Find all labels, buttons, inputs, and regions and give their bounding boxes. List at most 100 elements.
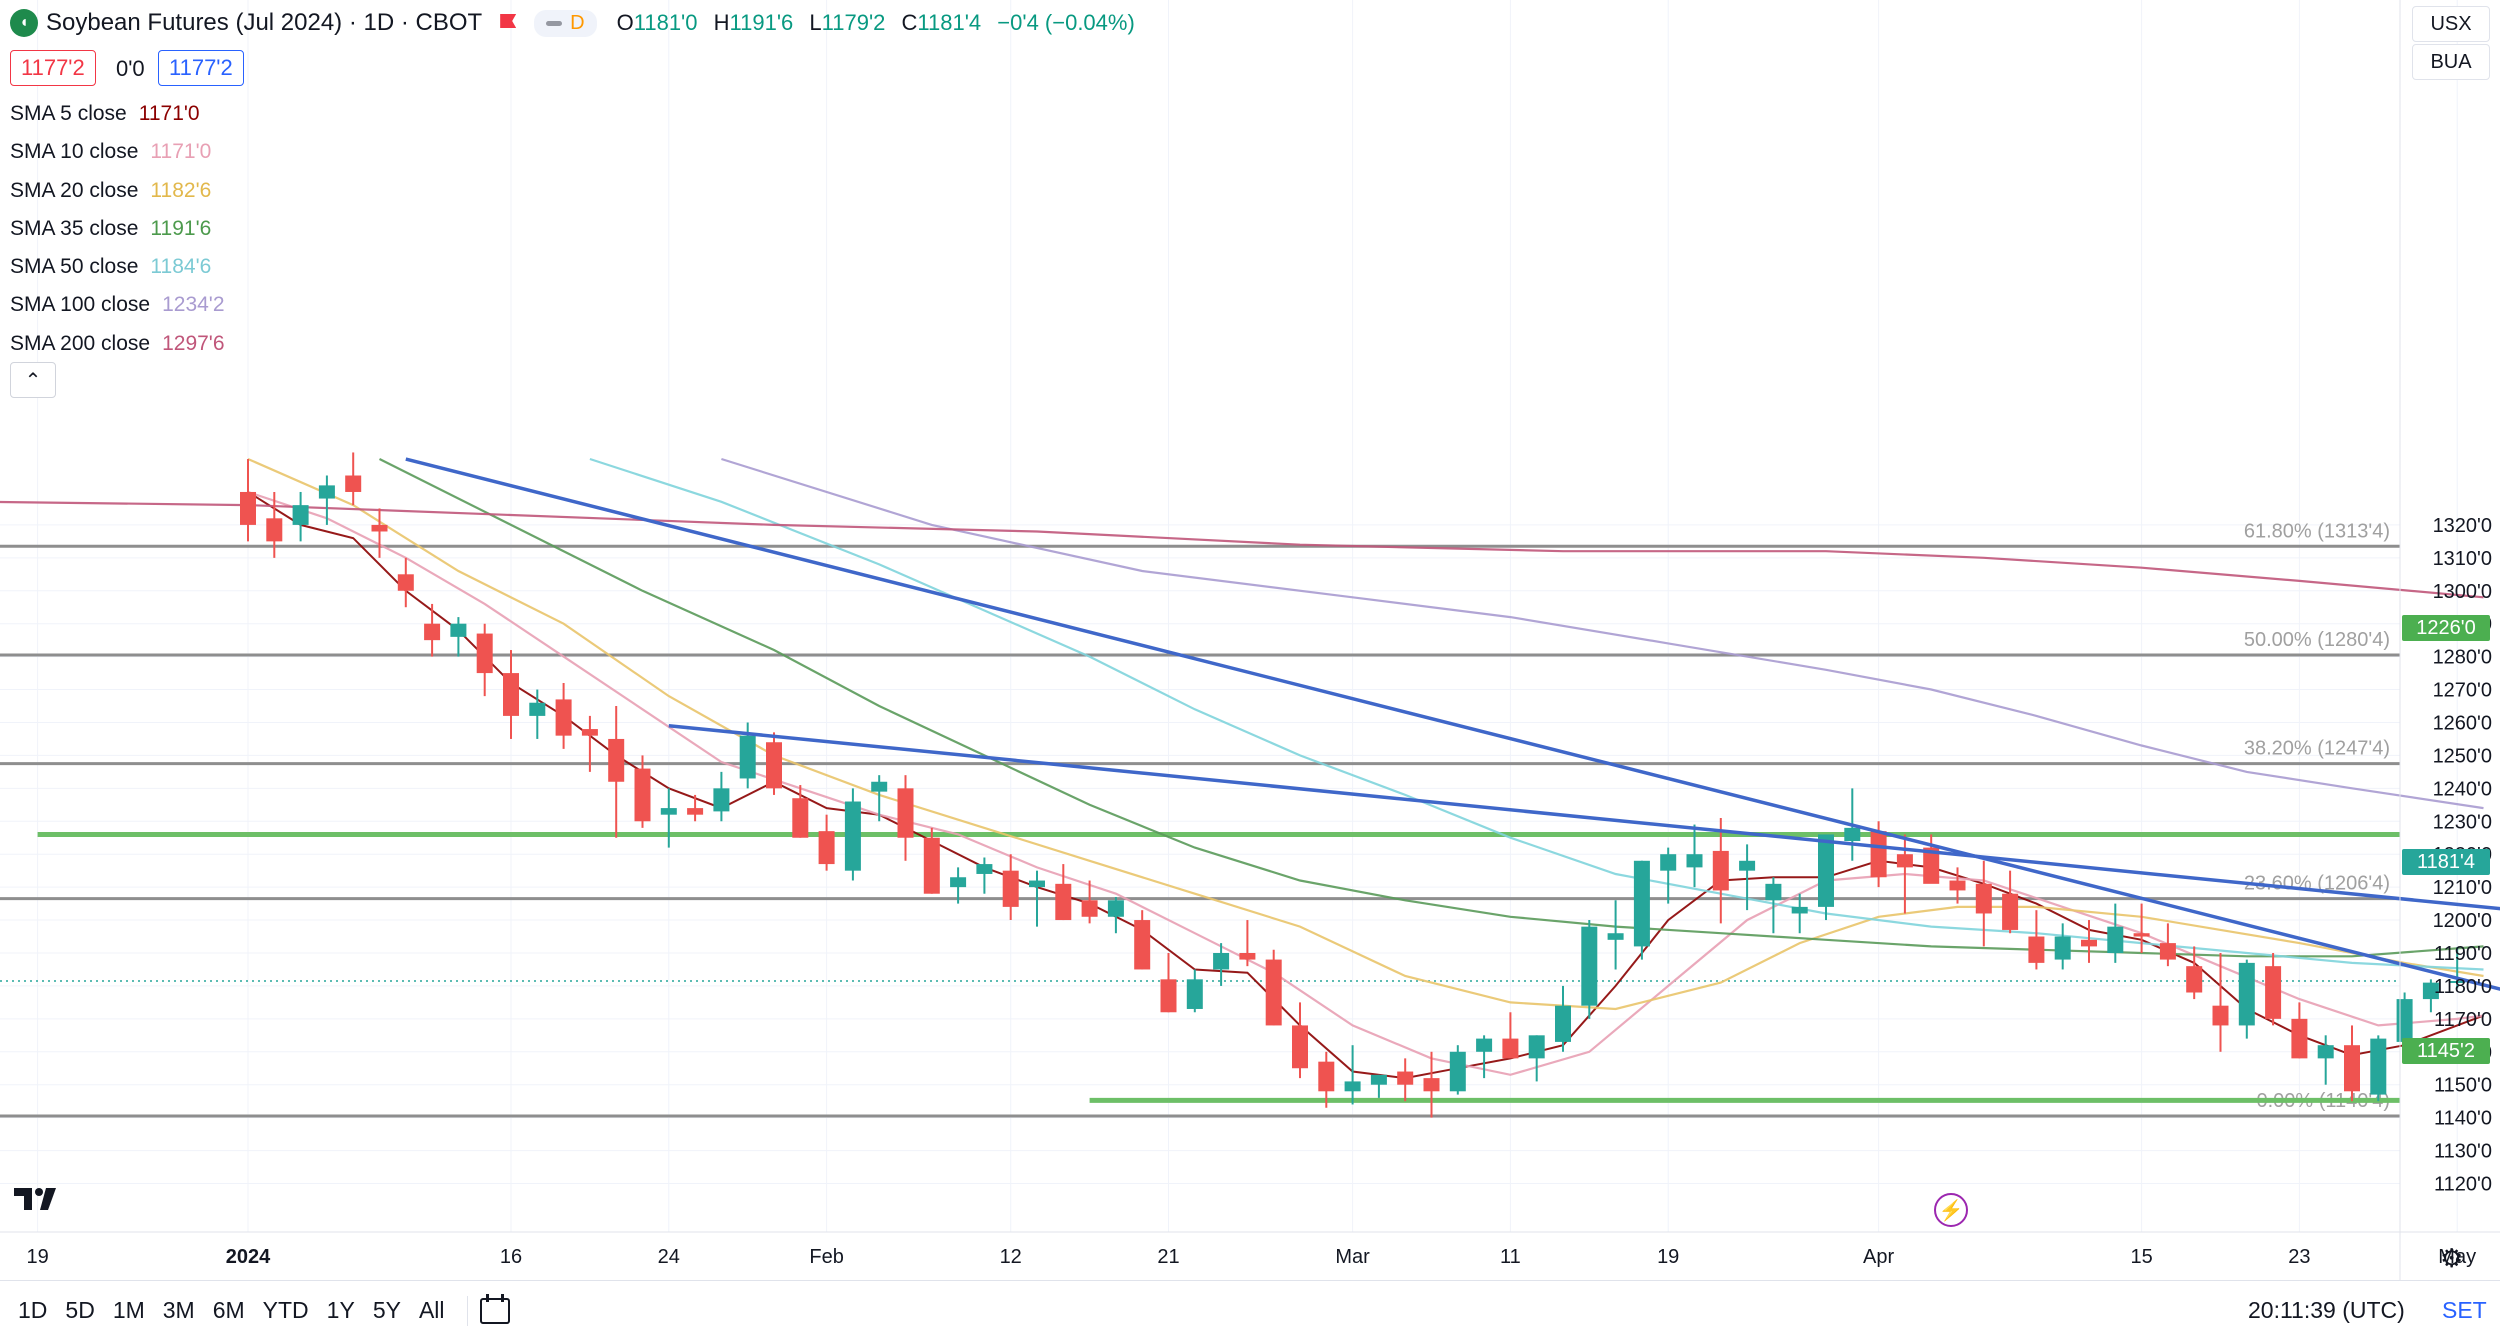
candle-body <box>634 768 651 822</box>
commodity-logo-icon[interactable]: ◖ <box>10 9 38 37</box>
candle <box>424 603 441 657</box>
range-5d-button[interactable]: 5D <box>65 1297 95 1323</box>
candle <box>1818 834 1834 921</box>
candle-body <box>2054 936 2071 960</box>
settings-button[interactable]: SET <box>2442 1297 2487 1323</box>
candle <box>1449 1045 1466 1095</box>
price-chart[interactable]: 61.80% (1313'4) 50.00% (1280'4) 38.20% (12… <box>0 0 2500 1280</box>
legend-value: 1182'6 <box>150 178 212 202</box>
y-tick-label: 1170'0 <box>2434 1009 2492 1031</box>
candle <box>2317 1035 2334 1085</box>
candle-body <box>1160 979 1177 1013</box>
y-tick-label: 1310'0 <box>2433 548 2492 570</box>
candle <box>1081 880 1098 924</box>
candle <box>818 814 835 871</box>
candle-body <box>1107 900 1124 917</box>
currency-label: USX <box>2430 12 2472 35</box>
candle-body <box>1896 854 1913 868</box>
range-1d-button[interactable]: 1D <box>18 1297 48 1323</box>
trendline <box>668 724 2500 911</box>
candle-body <box>818 831 835 865</box>
candle <box>1265 949 1282 1026</box>
x-tick-label: 12 <box>1000 1246 1022 1268</box>
fib-level-label: 50.00% (1280'4) <box>2244 629 2390 651</box>
chart-header: ◖ Soybean Futures (Jul 2024) · 1D · CBOT… <box>0 0 1135 46</box>
legend-row[interactable]: SMA 20 close 1182'6 <box>10 172 225 210</box>
candle-body <box>1502 1038 1519 1059</box>
legend-value: 1171'0 <box>138 102 200 125</box>
candle <box>923 827 940 894</box>
y-tick-label: 1240'0 <box>2433 778 2492 800</box>
legend-row[interactable]: SMA 5 close 1171'0 <box>10 95 225 133</box>
legend-value: 1184'6 <box>150 255 212 279</box>
toolbar-divider <box>466 1295 468 1326</box>
legend-row[interactable]: SMA 200 close 1297'6 <box>10 325 225 363</box>
y-tick-label: 1190'0 <box>2434 943 2492 965</box>
candle-body <box>2370 1038 2387 1095</box>
candle <box>2133 903 2150 953</box>
legend-row[interactable]: SMA 50 close 1184'6 <box>10 248 225 286</box>
candle-body <box>1081 900 1098 917</box>
clock[interactable]: 20:11:39 (UTC) <box>2248 1297 2405 1323</box>
buy-button[interactable]: 1177'2 <box>158 50 244 86</box>
legend-name: SMA 100 close <box>10 293 151 317</box>
candle <box>871 775 888 822</box>
low-label: L <box>809 10 822 35</box>
legend-row[interactable]: SMA 100 close 1234'2 <box>10 286 225 324</box>
candle-body <box>1370 1074 1387 1085</box>
legend-name: SMA 200 close <box>10 331 151 355</box>
candle <box>634 755 651 828</box>
candle <box>581 715 598 772</box>
fib-level-label: 61.80% (1313'4) <box>2244 520 2390 542</box>
tradingview-logo-icon[interactable] <box>14 1186 66 1212</box>
candle-body <box>2265 966 2282 1019</box>
y-tick-label: 1180'0 <box>2434 976 2492 998</box>
flag-icon[interactable] <box>500 14 518 32</box>
open-label: O <box>616 10 634 35</box>
calendar-goto-icon[interactable] <box>479 1293 510 1324</box>
sma-line <box>589 457 2484 971</box>
candle <box>1975 860 1992 947</box>
candle-body <box>1765 883 1782 901</box>
currency-button-bua[interactable]: BUA <box>2412 44 2490 80</box>
range-all-button[interactable]: All <box>418 1297 445 1323</box>
x-tick-label: 11 <box>1500 1246 1521 1268</box>
close-value: 1181'4 <box>917 10 982 35</box>
candle-body <box>1791 906 1808 914</box>
candle <box>1423 1051 1440 1118</box>
candle-body <box>1818 834 1834 907</box>
candle-body <box>581 729 598 736</box>
range-ytd-button[interactable]: YTD <box>262 1297 309 1323</box>
candle <box>529 689 546 739</box>
x-tick-label: 2024 <box>226 1246 271 1268</box>
candle-body <box>687 808 704 815</box>
x-tick-label: Mar <box>1335 1246 1370 1268</box>
currency-button-usx[interactable]: USX <box>2412 6 2490 42</box>
candle <box>1002 854 1019 921</box>
lightning-icon[interactable]: ⚡ <box>1934 1193 1968 1227</box>
range-6m-button[interactable]: 6M <box>212 1297 245 1323</box>
range-3m-button[interactable]: 3M <box>162 1297 195 1323</box>
range-1y-button[interactable]: 1Y <box>326 1297 355 1323</box>
legend-name: SMA 35 close <box>10 216 139 240</box>
candle <box>1029 870 1045 927</box>
sell-button[interactable]: 1177'2 <box>10 50 96 86</box>
range-5y-button[interactable]: 5Y <box>372 1297 401 1323</box>
candle <box>766 732 782 795</box>
x-tick-label: 24 <box>658 1246 680 1268</box>
candle <box>976 857 993 894</box>
buy-price: 1177'2 <box>169 55 233 80</box>
indicator-legend: SMA 5 close 1171'0 SMA 10 close 1171'0 SMA… <box>10 95 225 363</box>
delay-indicator[interactable]: D <box>534 9 597 37</box>
ohlc-readout: O1181'0 H1191'6 L1179'2 C1181'4 −0'4 (−0… <box>617 10 1135 36</box>
legend-row[interactable]: SMA 35 close 1191'6 <box>10 210 225 248</box>
candle-body <box>2081 939 2097 947</box>
legend-row[interactable]: SMA 10 close 1171'0 <box>10 133 225 171</box>
range-1m-button[interactable]: 1M <box>112 1297 145 1323</box>
gear-icon[interactable]: ⚙ <box>2440 1243 2464 1273</box>
current-price-label: 1181'4 <box>2402 849 2490 875</box>
x-tick-label: Apr <box>1863 1246 1894 1268</box>
collapse-legend-button[interactable]: ⌃ <box>10 362 56 398</box>
symbol-title[interactable]: Soybean Futures (Jul 2024) · 1D · CBOT <box>46 9 483 36</box>
candle <box>792 785 809 838</box>
